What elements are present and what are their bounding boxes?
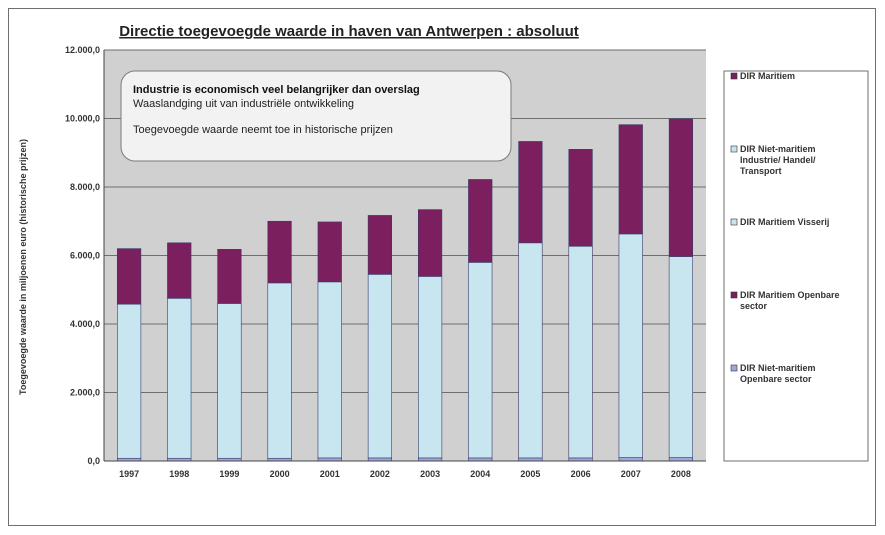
annotation-box: Industrie is economisch veel belangrijke… (120, 70, 512, 162)
legend-swatch (730, 72, 738, 80)
y-tick-label: 6.000,0 (70, 251, 100, 261)
x-tick-label: 1999 (219, 469, 239, 479)
bar-segment (267, 220, 292, 284)
bar-segment (116, 303, 142, 459)
legend-box (723, 70, 869, 462)
bar-segment (568, 245, 593, 459)
x-tick-label: 1997 (119, 469, 139, 479)
legend-label: Transport (740, 166, 782, 176)
bar-segment (468, 179, 493, 263)
bar-segment (468, 262, 493, 459)
chart-canvas: Directie toegevoegde waarde in haven van… (18, 23, 869, 479)
legend-label: DIR Maritiem (740, 71, 795, 81)
bar-segment (668, 256, 694, 458)
legend-label: DIR Maritiem Visserij (740, 217, 829, 227)
bar-segment (417, 276, 443, 459)
x-tick-label: 2003 (420, 469, 440, 479)
legend-label: DIR Maritiem Openbare (740, 290, 840, 300)
annotation-line-3: Toegevoegde waarde neemt toe in historis… (133, 124, 393, 136)
bar-segment (116, 248, 142, 305)
y-tick-label: 8.000,0 (70, 182, 100, 192)
bar-segment (618, 233, 643, 458)
bar-segment (618, 124, 643, 235)
x-tick-label: 2005 (520, 469, 540, 479)
legend-swatch (730, 145, 738, 153)
y-tick-label: 12.000,0 (65, 45, 100, 55)
bar-segment (367, 274, 393, 459)
legend-swatch (730, 291, 738, 299)
bar-segment (668, 118, 694, 257)
bar-segment (668, 457, 694, 462)
bar-segment (518, 242, 543, 459)
y-axis-label: Toegevoegde waarde in miljoenen euro (hi… (18, 139, 28, 395)
bar-segment (317, 221, 342, 283)
legend-label: DIR Niet-maritiem (740, 363, 816, 373)
bar-segment (417, 209, 443, 277)
bars (116, 118, 694, 462)
bar-segment (618, 457, 643, 462)
legend-label: Industrie/ Handel/ (740, 155, 816, 165)
y-axis-ticks: 0,0 2.000,0 4.000,0 6.000,0 8.000,0 10.000,0 1… (65, 45, 100, 466)
y-tick-label: 10.000,0 (65, 114, 100, 124)
legend-label: Openbare sector (740, 374, 812, 384)
x-tick-label: 2000 (270, 469, 290, 479)
bar-segment (167, 298, 192, 459)
y-tick-label: 0,0 (87, 456, 100, 466)
bar-segment (167, 242, 192, 299)
x-tick-label: 2008 (671, 469, 691, 479)
bar-segment (518, 141, 543, 244)
bar-segment (568, 149, 593, 247)
legend-label: DIR Niet-maritiem (740, 144, 816, 154)
x-axis-ticks: 1997 1998 1999 2000 2001 2002 2003 2004 2005 2006… (119, 469, 691, 479)
bar-segment (217, 249, 242, 304)
x-tick-label: 2004 (470, 469, 490, 479)
y-tick-label: 2.000,0 (70, 388, 100, 398)
x-tick-label: 2001 (320, 469, 340, 479)
legend-swatch (730, 218, 738, 226)
bar-segment (367, 215, 393, 275)
y-tick-label: 4.000,0 (70, 319, 100, 329)
x-tick-label: 2002 (370, 469, 390, 479)
legend-label: sector (740, 301, 768, 311)
bar-segment (317, 281, 342, 459)
x-tick-label: 1998 (169, 469, 189, 479)
annotation-line-1: Industrie is economisch veel belangrijke… (133, 84, 420, 96)
annotation-line-2: Waaslandging uit van industriële ontwikk… (133, 98, 354, 110)
x-tick-label: 2006 (571, 469, 591, 479)
legend-swatch (730, 364, 738, 372)
chart-frame: Directie toegevoegde waarde in haven van… (8, 8, 876, 526)
x-tick-label: 2007 (621, 469, 641, 479)
bar-segment (267, 282, 292, 459)
bar-segment (217, 303, 242, 459)
chart-title: Directie toegevoegde waarde in haven van… (119, 23, 579, 40)
